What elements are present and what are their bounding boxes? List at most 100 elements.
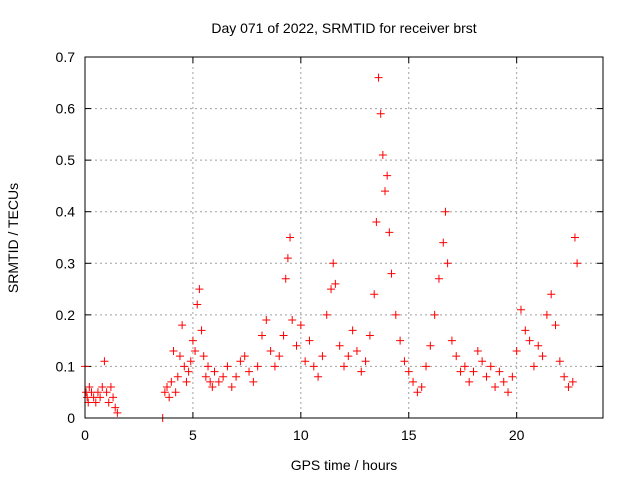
data-point [456,367,465,376]
data-point [85,383,94,392]
data-point [447,336,456,345]
data-point [111,403,120,412]
data-point [219,372,228,381]
data-point [275,352,284,361]
data-point [301,357,310,366]
data-point [508,372,517,381]
data-point [441,207,450,216]
data-point [102,388,111,397]
data-point [340,362,348,371]
chart-title: Day 071 of 2022, SRMTID for receiver brs… [211,20,476,36]
data-point [186,357,195,366]
data-point [232,372,241,381]
data-point [383,171,392,180]
y-tick-label: 0 [67,410,75,426]
data-point [486,362,495,371]
data-point [322,310,331,319]
x-tick-label: 0 [81,427,89,443]
data-point [452,352,461,361]
data-point [391,310,400,319]
data-point [434,274,443,283]
data-point [460,362,469,371]
data-points [81,73,582,422]
data-point [188,336,197,345]
data-point [236,357,245,366]
data-point [91,398,100,407]
data-point [223,362,232,371]
data-point [422,362,431,371]
data-point [525,336,534,345]
data-point [281,274,290,283]
data-point [512,346,521,355]
data-point [279,331,288,340]
data-point [570,233,579,242]
data-point [182,377,191,386]
data-point [210,367,219,376]
data-point [374,73,383,82]
data-point [504,388,513,397]
data-point [184,367,193,376]
data-point [376,109,385,118]
data-point [180,362,189,371]
data-point [378,150,387,159]
data-point [193,300,202,309]
data-point [206,377,215,386]
data-point [400,357,409,366]
data-point [262,316,271,325]
y-tick-label: 0.1 [56,358,76,374]
data-point [413,388,422,397]
y-tick-label: 0.3 [56,255,76,271]
data-point [296,321,305,330]
data-point [204,362,213,371]
data-point [469,367,478,376]
data-point [404,367,413,376]
y-tick-label: 0.5 [56,152,76,168]
y-tick-label: 0.6 [56,101,76,117]
x-tick-label: 15 [401,427,417,443]
data-point [443,259,452,268]
data-point [175,352,184,361]
data-point [283,254,292,263]
data-point [84,398,93,407]
data-point [335,341,344,350]
data-point [93,388,102,397]
x-tick-labels: 0 5 10 15 20 [81,427,525,443]
data-point [160,388,169,397]
data-point [106,383,115,392]
data-point [499,377,508,386]
data-point [564,383,573,392]
data-point [478,357,487,366]
plot-frame [84,56,604,419]
data-point [173,372,182,381]
data-point [370,290,379,299]
data-point [318,352,327,361]
grid-lines [85,57,603,418]
data-point [331,279,340,288]
data-point [439,238,448,247]
y-axis-label: SRMTID / TECUs [5,183,21,293]
data-point [195,285,204,294]
y-tick-label: 0.7 [56,49,76,65]
data-point [372,218,381,227]
data-point [568,377,577,386]
data-point [551,321,560,330]
data-point [314,372,323,381]
data-point [165,393,174,402]
data-point [178,321,187,330]
data-point [387,269,396,278]
data-point [270,362,279,371]
data-point [309,362,318,371]
data-point [253,362,262,371]
data-point [100,357,109,366]
data-point [227,383,236,392]
data-point [409,377,418,386]
x-axis-label: GPS time / hours [291,457,398,473]
data-point [98,383,107,392]
data-point [495,367,504,376]
x-tick-label: 10 [293,427,309,443]
data-point [169,346,178,355]
data-point [286,233,295,242]
data-point [352,346,361,355]
data-point [96,393,105,402]
